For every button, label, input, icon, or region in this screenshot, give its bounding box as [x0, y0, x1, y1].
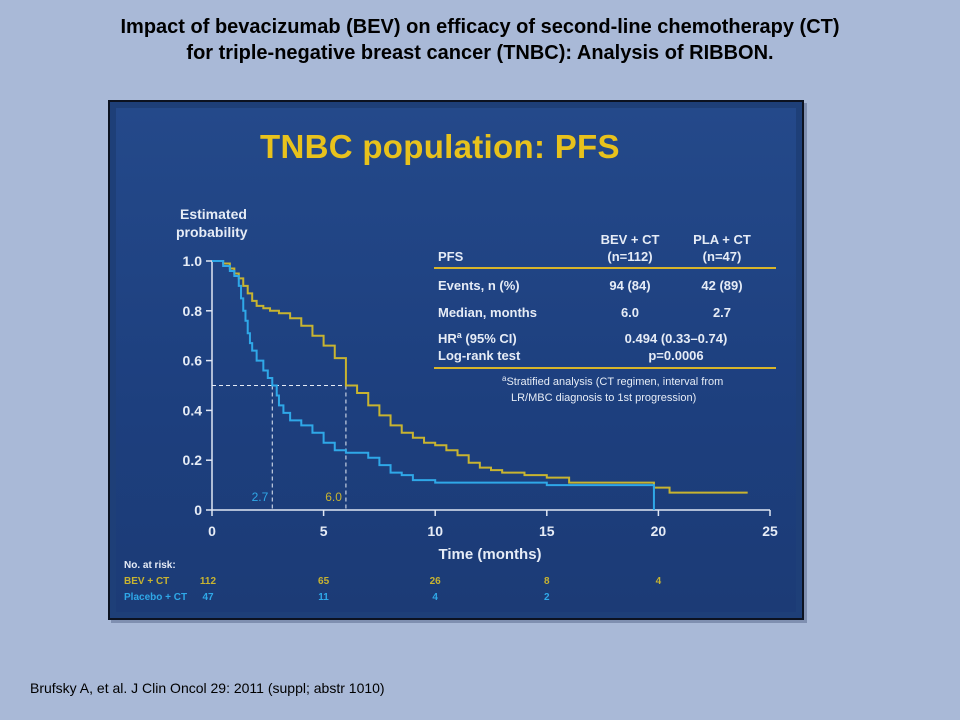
x-tick-label: 5: [320, 523, 328, 539]
at-risk-count: 47: [202, 592, 214, 603]
x-tick-label: 0: [208, 523, 216, 539]
at-risk-header: No. at risk:: [124, 560, 176, 571]
y-tick-label: 0: [194, 502, 202, 518]
at-risk-count: 8: [544, 576, 550, 587]
x-tick-label: 15: [539, 523, 555, 539]
km-chart: Estimated probability 0 0.2 0.4 0.6 0.8 1.0 0…: [124, 206, 778, 603]
median-label: 6.0: [325, 490, 342, 504]
median-label: 2.7: [252, 490, 269, 504]
table-logrank-label: Log-rank test: [438, 348, 521, 363]
slide-image: TNBC population: PFS Estimated probabili…: [108, 100, 804, 620]
y-axis-label-line-1: Estimated: [180, 206, 247, 222]
page-title-line-1: Impact of bevacizumab (BEV) on efficacy …: [120, 16, 840, 38]
table-col-header-bev: BEV + CT: [601, 232, 660, 247]
y-tick-label: 0.4: [183, 402, 203, 418]
at-risk-count: 65: [318, 576, 330, 587]
y-tick-label: 0.6: [183, 353, 203, 369]
km-curves: [212, 260, 748, 510]
table-header-pfs: PFS: [438, 249, 464, 264]
y-tick-label: 0.2: [183, 452, 203, 468]
at-risk-count: 112: [200, 576, 217, 587]
at-risk-count: 11: [318, 592, 329, 603]
table-footnote-line-2: LR/MBC diagnosis to 1st progression): [511, 392, 696, 404]
table-row-label: Median, months: [438, 305, 537, 320]
page-title-line-2: for triple-negative breast cancer (TNBC)…: [186, 42, 774, 64]
table-footnote-line-1: aStratified analysis (CT regimen, interv…: [502, 374, 723, 388]
at-risk-count: 4: [656, 576, 662, 587]
y-tick-label: 0.8: [183, 303, 203, 319]
table-logrank-value: p=0.0006: [648, 348, 703, 363]
x-tick-label: 10: [427, 523, 443, 539]
km-curve-bev-ct: [212, 260, 748, 494]
at-risk-row-label: Placebo + CT: [124, 592, 187, 603]
median-guides: 2.7 6.0: [212, 385, 347, 510]
table-cell-pla: 42 (89): [701, 278, 742, 293]
results-table: BEV + CT (n=112) PLA + CT (n=47) PFS Events, …: [434, 232, 776, 404]
table-row-label: Events, n (%): [438, 278, 520, 293]
table-cell-bev: 6.0: [621, 305, 639, 320]
table-col-header-pla: PLA + CT: [693, 232, 751, 247]
y-axis-label-line-2: probability: [176, 224, 248, 240]
km-curve-placebo-ct: [212, 260, 655, 510]
table-hr-value: 0.494 (0.33–0.74): [625, 331, 728, 346]
page-title: Impact of bevacizumab (BEV) on efficacy …: [0, 14, 960, 66]
y-tick-label: 1.0: [183, 253, 203, 269]
y-ticks: 0 0.2 0.4 0.6 0.8 1.0: [183, 253, 212, 518]
table-col-header-pla-n: (n=47): [703, 249, 742, 264]
x-tick-label: 25: [762, 523, 778, 539]
x-axis-label: Time (months): [438, 546, 541, 563]
slide-title: TNBC population: PFS: [260, 128, 620, 165]
at-risk-count: 4: [432, 592, 438, 603]
at-risk-row-label: BEV + CT: [124, 576, 169, 587]
citation: Brufsky A, et al. J Clin Oncol 29: 2011 …: [30, 680, 385, 696]
table-cell-pla: 2.7: [713, 305, 731, 320]
x-ticks: 0 5 10 15 20 25: [208, 510, 778, 539]
table-cell-bev: 94 (84): [609, 278, 650, 293]
table-hr-label: HRa (95% CI): [438, 330, 517, 346]
slide-background: [116, 108, 796, 612]
x-tick-label: 20: [651, 523, 667, 539]
at-risk-count: 26: [430, 576, 442, 587]
at-risk-count: 2: [544, 592, 550, 603]
table-col-header-bev-n: (n=112): [607, 249, 652, 264]
